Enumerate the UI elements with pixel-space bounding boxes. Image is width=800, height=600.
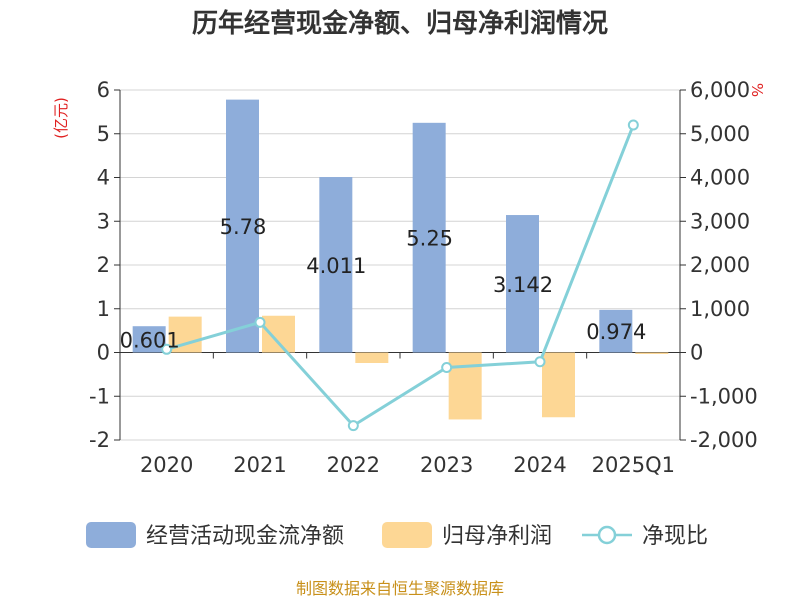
data-label: 0.974: [586, 320, 646, 344]
net-profit-bar: [448, 352, 482, 420]
legend-swatch-cash-flow: [86, 522, 136, 548]
bars: [132, 99, 669, 420]
y-left-tick-label: 4: [97, 166, 110, 190]
ratio-point: [441, 362, 453, 374]
ratio-point: [534, 356, 546, 368]
legend-label-ratio: 净现比: [642, 524, 708, 549]
x-tick-label: 2025Q1: [592, 453, 675, 477]
ratio-point: [347, 420, 359, 432]
net-profit-bar: [355, 352, 389, 363]
ratio-line-path: [166, 124, 635, 428]
data-label: 0.601: [120, 328, 180, 352]
ratio-point: [161, 343, 173, 355]
data-label: 3.142: [493, 273, 553, 297]
y-left-tick-label: 6: [97, 78, 110, 102]
gridlines: [120, 89, 680, 441]
ratio-line: [161, 119, 639, 432]
y-right-tick-label: 2,000: [690, 253, 750, 277]
legend: 经营活动现金流净额 归母净利润 净现比: [86, 522, 708, 549]
source-note: 制图数据来自恒生聚源数据库: [296, 579, 504, 598]
net-profit-bar: [635, 352, 669, 354]
cash-flow-bar: [319, 177, 353, 353]
cash-flow-bar: [506, 215, 539, 353]
cash-flow-bar: [412, 122, 446, 353]
net-profit-bar: [262, 315, 295, 353]
y-right-tick-label: 3,000: [690, 209, 750, 233]
data-label: 4.011: [306, 254, 366, 278]
y-left-tick-label: 3: [97, 209, 110, 233]
y-left-tick-label: 5: [97, 122, 110, 146]
data-label: 5.25: [406, 227, 453, 251]
axes: 6 6,000 5 5,000 4 4,000 3 3,000 2 2,000 1 1,000 0 0 -1…: [89, 78, 758, 477]
x-tick-label: 2021: [233, 453, 286, 477]
y-right-tick-label: 4,000: [690, 166, 750, 190]
legend-swatch-ratio-marker: [597, 525, 617, 545]
data-labels: 0.601 5.78 4.011 5.25 3.142 0.974: [120, 215, 647, 352]
y-right-tick-label: 0: [690, 341, 703, 365]
cash-flow-bar: [132, 326, 166, 353]
chart-title: 历年经营现金净额、归母净利润情况: [192, 8, 608, 39]
x-tick-label: 2020: [140, 453, 193, 477]
cash-flow-bar: [226, 99, 259, 353]
y-right-tick-label: -1,000: [690, 384, 758, 408]
legend-label-net-profit: 归母净利润: [442, 524, 552, 549]
cash-flow-bar: [599, 309, 633, 353]
y-left-tick-label: -1: [89, 384, 110, 408]
x-tick-label: 2023: [420, 453, 473, 477]
data-label: 5.78: [220, 215, 267, 239]
y-left-tick-label: -2: [89, 428, 110, 452]
y-right-tick-label: 6,000: [690, 78, 750, 102]
ratio-point: [254, 316, 266, 328]
ratio-point: [627, 119, 639, 131]
y-left-tick-label: 1: [97, 297, 110, 321]
y-left-tick-label: 2: [97, 253, 110, 277]
y-left-unit: (亿元): [52, 97, 70, 139]
y-left-tick-label: 0: [97, 341, 110, 365]
x-tick-label: 2024: [513, 453, 566, 477]
y-right-tick-label: 5,000: [690, 122, 750, 146]
y-right-tick-label: 1,000: [690, 297, 750, 321]
y-right-tick-label: -2,000: [690, 428, 758, 452]
x-tick-label: 2022: [327, 453, 380, 477]
legend-swatch-net-profit: [382, 522, 432, 548]
legend-label-cash-flow: 经营活动现金流净额: [146, 524, 344, 549]
net-profit-bar: [542, 352, 575, 418]
y-right-unit: %: [748, 83, 766, 97]
